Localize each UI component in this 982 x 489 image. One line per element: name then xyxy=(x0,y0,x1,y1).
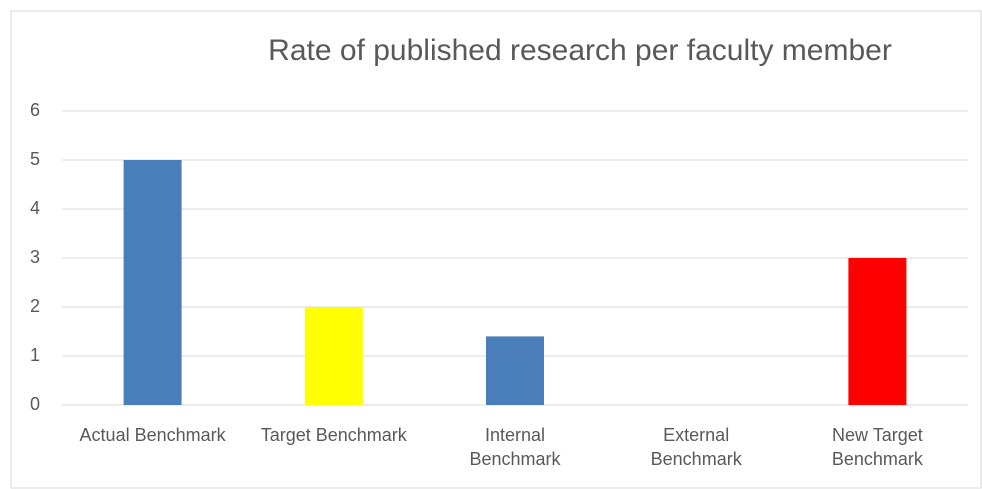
x-tick-label: New Target Benchmark xyxy=(831,425,923,469)
x-tick-label-box: Actual Benchmark xyxy=(79,425,226,445)
y-tick-label: 4 xyxy=(30,198,40,218)
bar xyxy=(123,160,182,405)
x-tick-label: External Benchmark xyxy=(650,425,742,469)
x-tick-label-box: New Target Benchmark xyxy=(831,425,923,469)
x-tick-label: Target Benchmark xyxy=(260,425,407,445)
y-tick-label: 0 xyxy=(30,394,40,414)
x-tick-label-box: Target Benchmark xyxy=(260,425,407,445)
bar xyxy=(486,336,544,405)
y-tick-label: 5 xyxy=(30,149,40,169)
bar xyxy=(848,258,907,405)
x-tick-label-box: Internal Benchmark xyxy=(469,425,561,469)
x-tick-label: Actual Benchmark xyxy=(79,425,226,445)
y-tick-label: 1 xyxy=(30,345,40,365)
y-tick-label: 2 xyxy=(30,296,40,316)
x-tick-label: Internal Benchmark xyxy=(469,425,561,469)
y-tick-label: 6 xyxy=(30,100,40,120)
bar xyxy=(304,307,363,405)
x-tick-label-box: External Benchmark xyxy=(650,425,742,469)
y-tick-label: 3 xyxy=(30,247,40,267)
chart-title: Rate of published research per faculty m… xyxy=(268,34,892,67)
